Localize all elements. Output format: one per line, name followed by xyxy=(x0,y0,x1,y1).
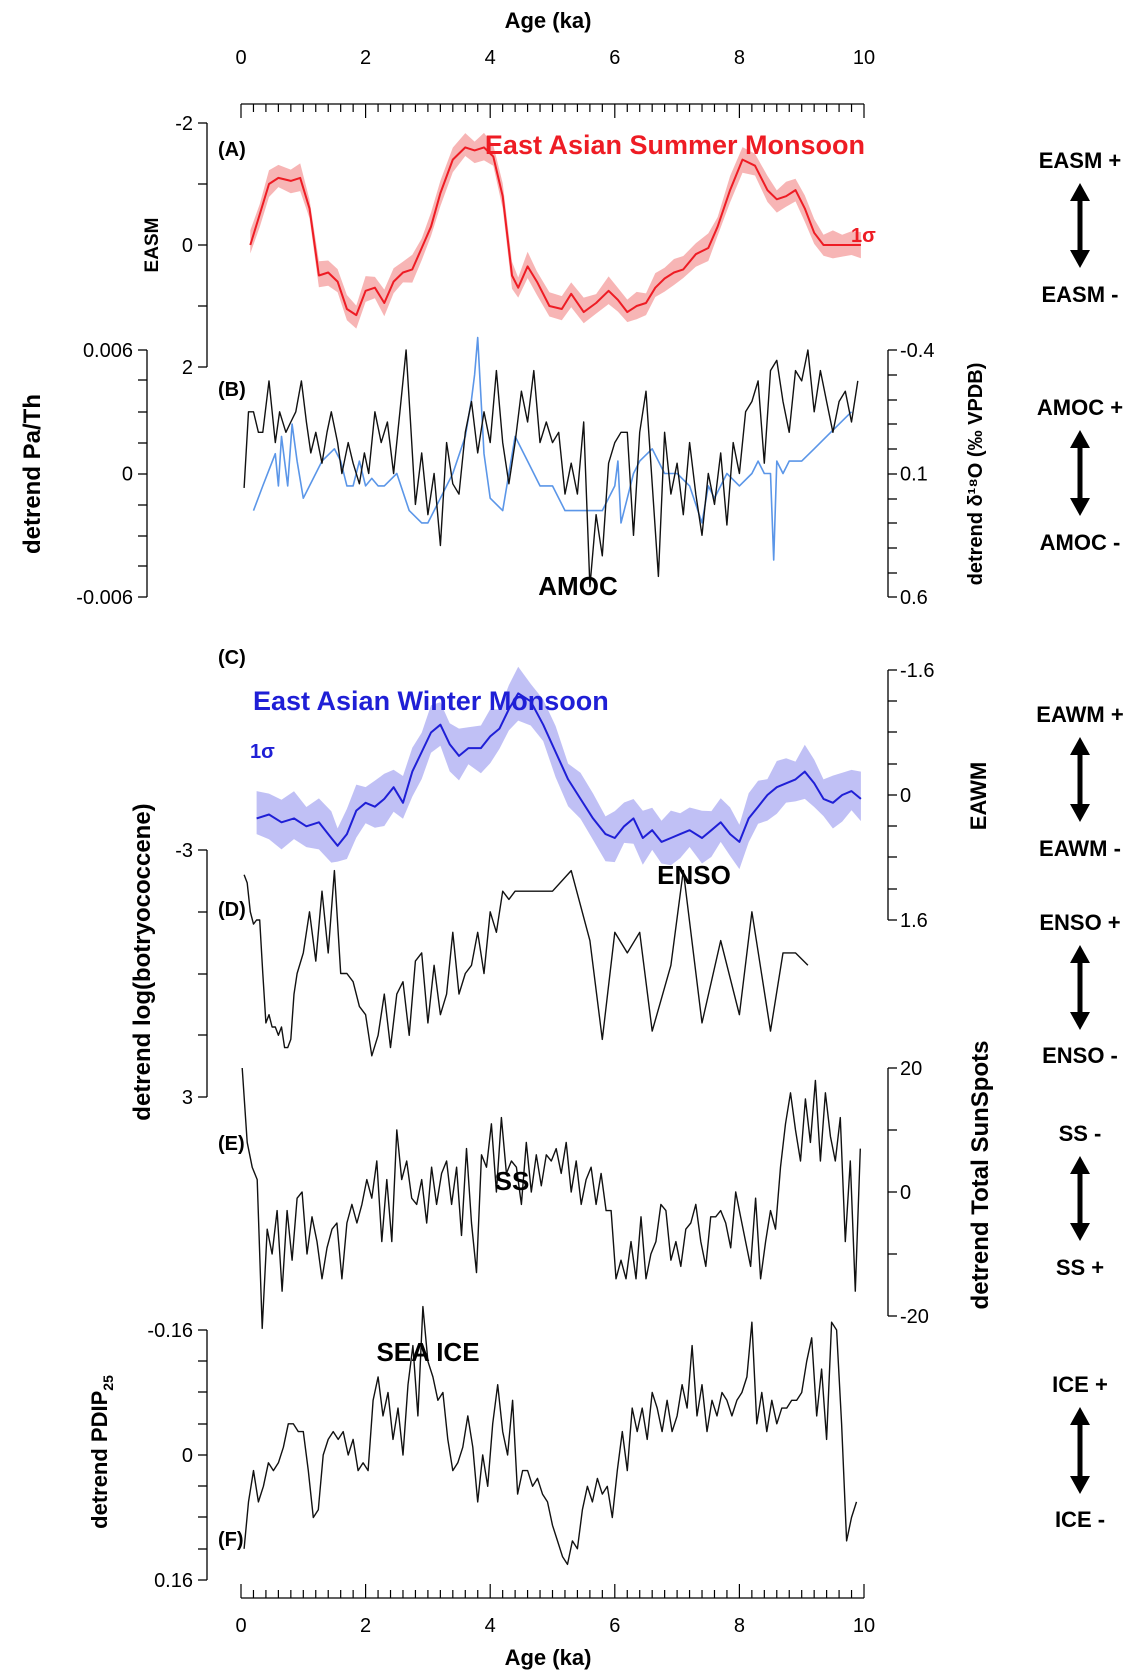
indicator-enso-minus: ENSO - xyxy=(1042,1043,1118,1068)
indicator-eawm-minus: EAWM - xyxy=(1039,836,1121,861)
bottom-age-axis-tick-label: 6 xyxy=(609,1615,620,1637)
panel-b-right-tick-label: 0.1 xyxy=(900,464,928,486)
panel-e-tick-label: 20 xyxy=(900,1058,922,1080)
panel-b-ylabel-right: detrend δ¹⁸O (‰ VPDB) xyxy=(965,363,987,586)
indicator-ss-minus: SS - xyxy=(1059,1121,1102,1146)
panel-b-right-tick-label: 0.6 xyxy=(900,587,928,609)
easm-arrow-head-up xyxy=(1070,183,1090,201)
panel-c-tick-label: -1.6 xyxy=(900,660,934,682)
ice-arrow-head-up xyxy=(1070,1407,1090,1425)
panel-c-title: East Asian Winter Monsoon xyxy=(253,686,609,716)
sea-ice-line xyxy=(243,1305,858,1566)
panel-f-tick-label: -0.16 xyxy=(147,1320,193,1342)
amoc-d18o-line xyxy=(252,336,853,561)
panel-b-right-tick-label: -0.4 xyxy=(900,340,934,362)
panel-b-left-tick-label: -0.006 xyxy=(76,587,133,609)
panel-a-letter: (A) xyxy=(218,139,246,161)
panel-f-letter: (F) xyxy=(218,1529,244,1551)
panel-f-tick-label: 0.16 xyxy=(154,1570,193,1592)
bottom-axis-title: Age (ka) xyxy=(505,1645,592,1670)
panel-a-tick-label: 0 xyxy=(182,235,193,257)
indicator-amoc-minus: AMOC - xyxy=(1040,530,1121,555)
indicator-enso-plus: ENSO + xyxy=(1039,910,1120,935)
panel-b-ylabel-left: detrend Pa/Th xyxy=(19,394,46,554)
panel-b-left-tick-label: 0 xyxy=(122,464,133,486)
top-age-axis-tick-label: 6 xyxy=(609,47,620,69)
panel-c-tick-label: 1.6 xyxy=(900,910,928,932)
indicator-eawm-plus: EAWM + xyxy=(1036,702,1123,727)
panel-b-title: AMOC xyxy=(538,571,618,601)
top-age-axis-tick-label: 10 xyxy=(853,47,875,69)
panel-d-tick-label: 3 xyxy=(182,1087,193,1109)
bottom-age-axis-tick-label: 2 xyxy=(360,1615,371,1637)
top-axis-title: Age (ka) xyxy=(505,8,592,33)
panel-a-title: East Asian Summer Monsoon xyxy=(485,130,865,160)
panel-e-title: SS xyxy=(495,1166,530,1196)
easm-line xyxy=(249,146,861,317)
top-age-axis-tick-label: 2 xyxy=(360,47,371,69)
panel-c-sigma-label: 1σ xyxy=(250,741,275,763)
panel-f-ylabel-sub: 25 xyxy=(100,1375,116,1391)
ss-arrow-head-down xyxy=(1070,1223,1090,1241)
indicator-ice-plus: ICE + xyxy=(1052,1372,1108,1397)
ss-arrow-head-up xyxy=(1070,1156,1090,1174)
panel-e-ylabel: detrend Total SunSpots xyxy=(967,1041,994,1310)
eawm-line xyxy=(256,692,862,847)
top-age-axis-tick-label: 4 xyxy=(485,47,496,69)
eawm-arrow-head-down xyxy=(1070,804,1090,822)
panel-e-tick-label: 0 xyxy=(900,1182,911,1204)
bottom-age-axis-tick-label: 10 xyxy=(853,1615,875,1637)
easm-arrow-head-down xyxy=(1070,250,1090,268)
panel-f-title: SEA ICE xyxy=(376,1337,479,1367)
top-age-axis-tick-label: 8 xyxy=(734,47,745,69)
panel-a-ylabel: EASM xyxy=(142,218,163,273)
panel-b-left-tick-label: 0.006 xyxy=(83,340,133,362)
panel-a-tick-label: -2 xyxy=(175,113,193,135)
panel-c-letter: (C) xyxy=(218,647,246,669)
amoc-pa-th-line xyxy=(243,349,859,588)
indicator-easm-minus: EASM - xyxy=(1042,282,1119,307)
panel-d-tick-label: -3 xyxy=(175,840,193,862)
panel-b-letter: (B) xyxy=(218,379,246,401)
eawm-uncertainty-band xyxy=(256,666,861,870)
enso-arrow-head-up xyxy=(1070,945,1090,963)
sunspots-line xyxy=(241,1067,861,1330)
enso-line xyxy=(243,869,809,1057)
panel-a-sigma-label: 1σ xyxy=(851,225,876,247)
enso-arrow-head-down xyxy=(1070,1012,1090,1030)
panel-e-tick-label: -20 xyxy=(900,1306,929,1328)
panel-c-tick-label: 0 xyxy=(900,785,911,807)
panel-d-title: ENSO xyxy=(657,860,731,890)
amoc-arrow-head-up xyxy=(1070,430,1090,448)
bottom-age-axis-tick-label: 0 xyxy=(235,1615,246,1637)
panel-f-tick-label: 0 xyxy=(182,1445,193,1467)
indicator-easm-plus: EASM + xyxy=(1039,148,1122,173)
panel-f-ylabel: detrend PDIP25 xyxy=(87,1375,116,1529)
panel-d-letter: (D) xyxy=(218,899,246,921)
ice-arrow-head-down xyxy=(1070,1476,1090,1494)
amoc-arrow-head-down xyxy=(1070,498,1090,516)
top-age-axis-tick-label: 0 xyxy=(235,47,246,69)
panel-a-tick-label: 2 xyxy=(182,357,193,379)
panel-e-letter: (E) xyxy=(218,1133,245,1155)
panel-c-ylabel: EAWM xyxy=(966,762,991,830)
indicator-ice-minus: ICE - xyxy=(1055,1507,1105,1532)
bottom-age-axis-tick-label: 8 xyxy=(734,1615,745,1637)
panel-f-ylabel-main: detrend PDIP xyxy=(87,1391,112,1529)
panel-d-ylabel: detrend log(botryococcene) xyxy=(129,803,156,1120)
eawm-arrow-head-up xyxy=(1070,737,1090,755)
bottom-age-axis-tick-label: 4 xyxy=(485,1615,496,1637)
indicator-amoc-plus: AMOC + xyxy=(1037,395,1123,420)
easm-uncertainty-band xyxy=(250,132,861,329)
indicator-ss-plus: SS + xyxy=(1056,1255,1104,1280)
